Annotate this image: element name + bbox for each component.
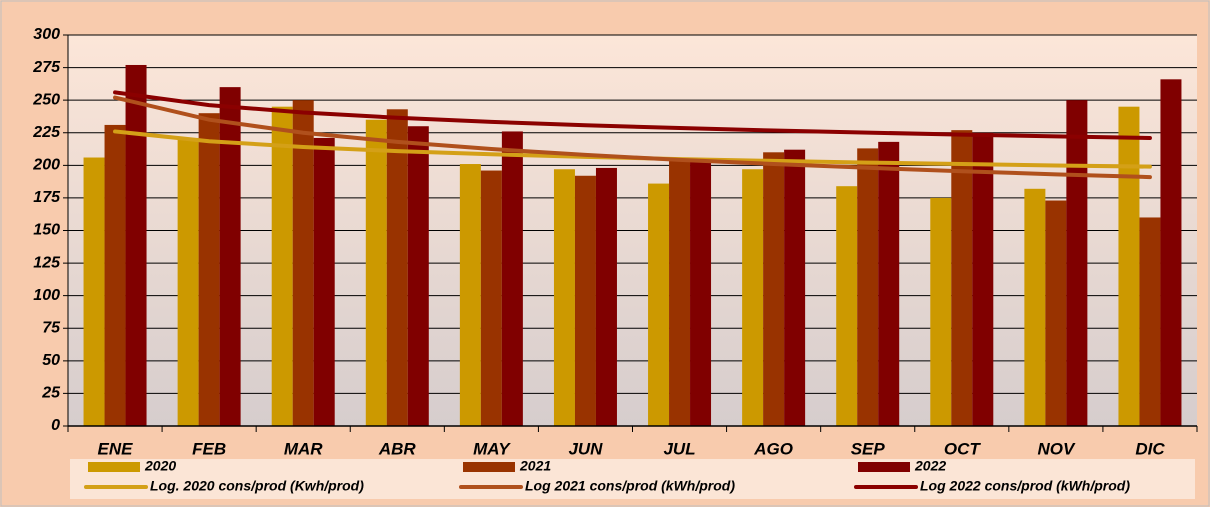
y-tick-label: 150 bbox=[33, 222, 60, 239]
bar bbox=[595, 167, 617, 426]
bar bbox=[480, 170, 502, 426]
y-tick-label: 250 bbox=[32, 91, 60, 108]
bar bbox=[1024, 188, 1046, 426]
bar bbox=[669, 160, 691, 426]
x-tick-label: ABR bbox=[378, 439, 417, 458]
bar bbox=[386, 109, 408, 426]
legend-label: 2021 bbox=[519, 458, 551, 474]
legend-label: Log 2021 cons/prod (kWh/prod) bbox=[525, 478, 735, 494]
bar bbox=[1045, 200, 1067, 426]
x-tick-label: AGO bbox=[753, 439, 793, 458]
legend-swatch bbox=[463, 462, 515, 472]
y-tick-label: 300 bbox=[33, 26, 60, 43]
y-tick-label: 0 bbox=[51, 417, 60, 434]
bar bbox=[878, 141, 900, 426]
bar bbox=[219, 87, 241, 426]
legend-label: 2022 bbox=[914, 458, 946, 474]
bar bbox=[574, 175, 596, 426]
bar bbox=[553, 169, 575, 426]
y-tick-label: 75 bbox=[42, 319, 61, 336]
trend-line bbox=[113, 90, 1152, 140]
bar bbox=[930, 197, 952, 426]
legend-label: Log 2022 cons/prod (kWh/prod) bbox=[920, 478, 1130, 494]
bar bbox=[951, 130, 973, 427]
bar bbox=[1066, 100, 1088, 427]
y-tick-label: 50 bbox=[42, 352, 60, 369]
x-tick-label: NOV bbox=[1037, 439, 1076, 458]
bar bbox=[104, 124, 126, 427]
bar bbox=[1160, 79, 1182, 427]
legend-box bbox=[70, 459, 1195, 499]
bar bbox=[690, 160, 712, 426]
bar bbox=[857, 148, 879, 426]
bar bbox=[459, 164, 481, 426]
x-tick-label: JUN bbox=[568, 439, 603, 458]
y-tick-label: 25 bbox=[41, 385, 61, 402]
bar bbox=[972, 132, 994, 426]
x-tick-label: OCT bbox=[944, 439, 982, 458]
y-tick-label: 125 bbox=[33, 254, 61, 271]
x-tick-label: JUL bbox=[663, 439, 695, 458]
y-tick-label: 225 bbox=[32, 124, 61, 141]
legend-swatch bbox=[88, 462, 140, 472]
bar bbox=[271, 106, 293, 426]
legend-label: 2020 bbox=[144, 458, 176, 474]
trend-line bbox=[113, 95, 1152, 180]
legend-label: Log. 2020 cons/prod (Kwh/prod) bbox=[150, 478, 364, 494]
bar bbox=[763, 152, 785, 427]
x-tick-label: MAR bbox=[284, 439, 323, 458]
y-tick-label: 275 bbox=[32, 59, 61, 76]
x-tick-label: ENE bbox=[98, 439, 134, 458]
y-tick-label: 175 bbox=[33, 189, 61, 206]
bar bbox=[407, 126, 429, 426]
bar bbox=[836, 186, 858, 426]
bar bbox=[177, 137, 199, 427]
bar bbox=[648, 183, 670, 426]
bar bbox=[83, 157, 105, 426]
bar bbox=[198, 113, 220, 426]
bar bbox=[784, 149, 806, 426]
bar bbox=[292, 100, 314, 427]
x-tick-label: DIC bbox=[1135, 439, 1165, 458]
bar bbox=[1139, 217, 1161, 426]
legend-swatch bbox=[858, 462, 910, 472]
bar bbox=[1118, 106, 1140, 426]
bar bbox=[125, 64, 147, 426]
bar bbox=[742, 169, 764, 426]
y-tick-label: 200 bbox=[32, 157, 60, 174]
bar bbox=[313, 137, 335, 427]
bar bbox=[365, 119, 387, 426]
x-tick-label: SEP bbox=[851, 439, 886, 458]
bar bbox=[501, 131, 523, 427]
y-tick-label: 100 bbox=[33, 287, 60, 304]
x-tick-label: FEB bbox=[192, 439, 226, 458]
x-tick-label: MAY bbox=[473, 439, 511, 458]
